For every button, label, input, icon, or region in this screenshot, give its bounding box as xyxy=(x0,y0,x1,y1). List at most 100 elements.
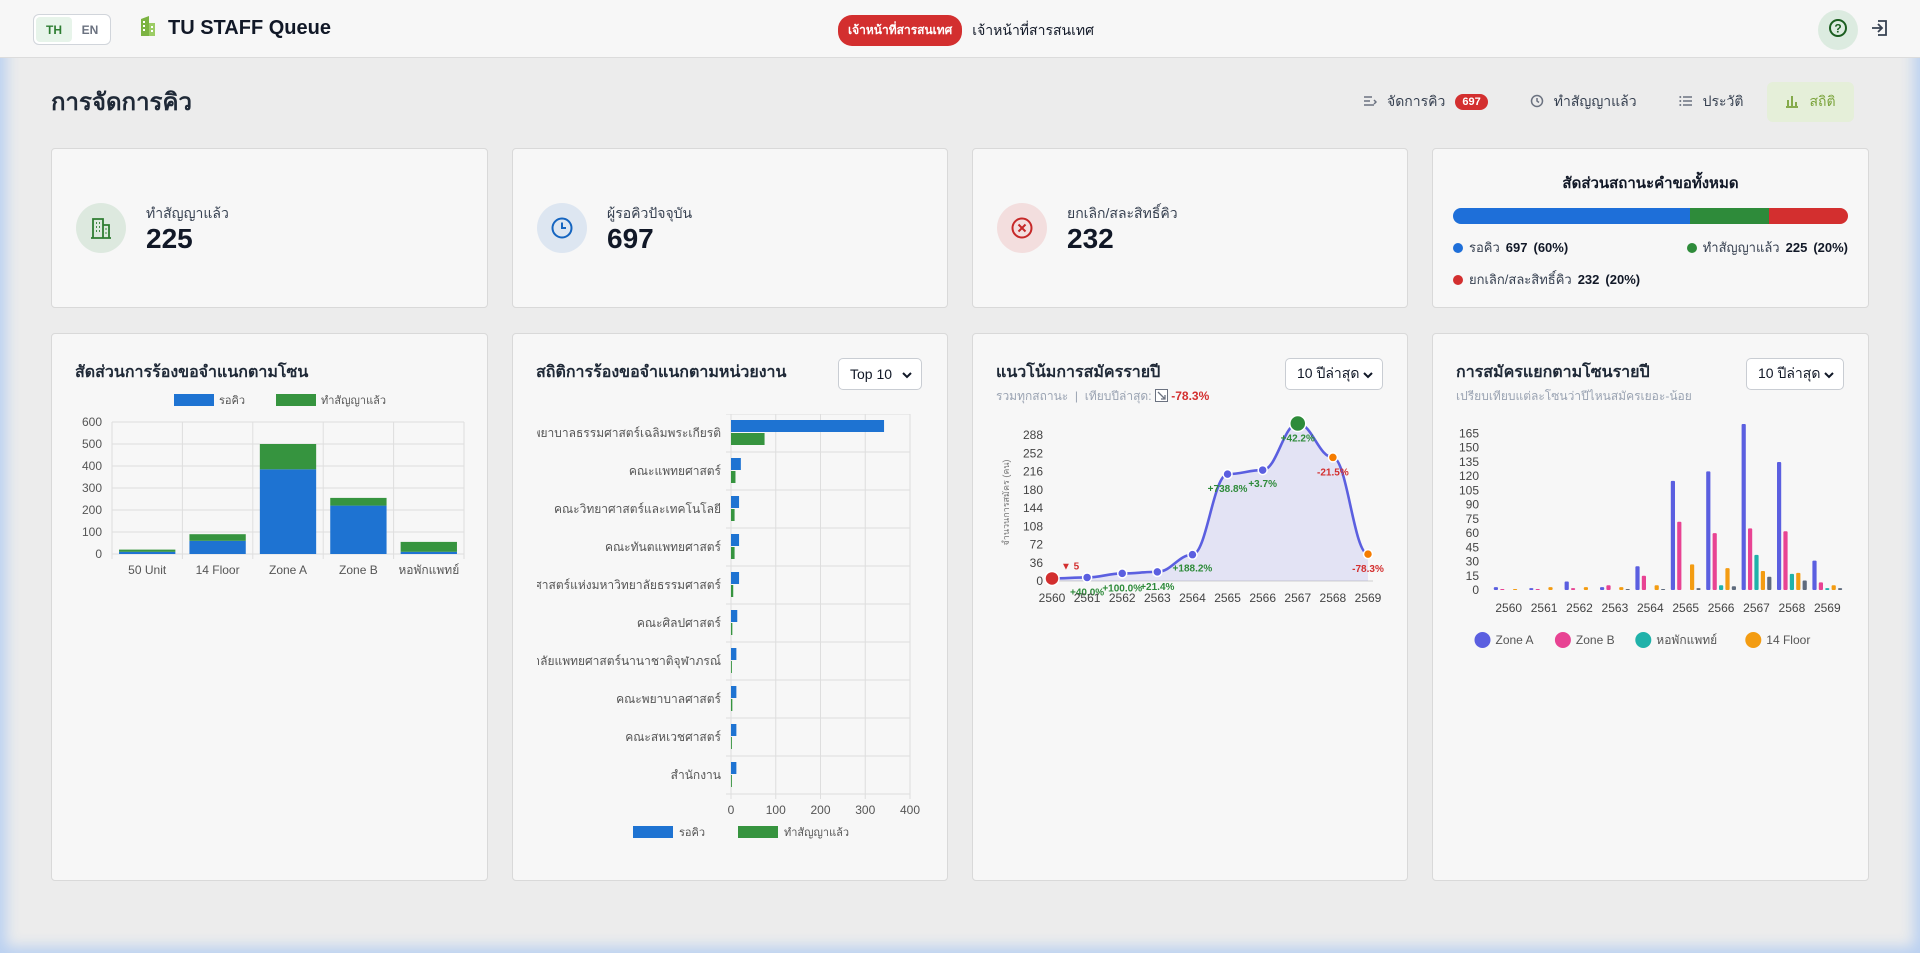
trend-range-select[interactable]: 10 ปีล่าสุด xyxy=(1285,358,1383,390)
bar xyxy=(1625,589,1630,590)
y-tick-label: คณะทันตแพทยศาสตร์ xyxy=(605,540,722,554)
bar-chart-icon xyxy=(1785,94,1799,111)
logout-button[interactable] xyxy=(1866,16,1894,44)
y-tick-label: คณะพยาบาลธรรมศาสตร์เฉลิมพระเกียรติ xyxy=(513,426,721,440)
y-tick-label: คณะวิทยาศาสตร์และเทคโนโลยี xyxy=(554,502,721,516)
bar xyxy=(1802,580,1807,590)
legend-pct: (20%) xyxy=(1813,240,1848,255)
unit-chart-card: สถิติการร้องขอจำแนกตามหน่วยงาน Top 10 0 1… xyxy=(512,333,948,881)
bar xyxy=(1741,424,1746,590)
point-annotation: +188.2% xyxy=(1173,564,1213,575)
bar xyxy=(731,610,738,622)
bar xyxy=(731,496,740,508)
bar xyxy=(1838,588,1843,590)
bar-segment xyxy=(259,469,317,554)
y-tick-label: 45 xyxy=(1466,540,1480,554)
ratio-segment xyxy=(1769,208,1848,224)
point-annotation: +100.0% xyxy=(1102,583,1142,594)
tab-contracted[interactable]: ทำสัญญาแล้ว xyxy=(1512,82,1655,122)
legend-dot xyxy=(1635,632,1652,648)
tab-label: สถิติ xyxy=(1809,93,1836,109)
role-name: เจ้าหน้าที่สารสนเทศ xyxy=(972,21,1094,38)
bar xyxy=(1661,589,1666,590)
bar xyxy=(731,458,741,470)
language-switcher: TH EN xyxy=(33,14,111,45)
chart-title: แนวโน้มการสมัครรายปี xyxy=(996,364,1161,381)
x-tick-label: 50 Unit xyxy=(128,563,167,577)
legend-swatch xyxy=(276,394,316,406)
bar-segment xyxy=(119,551,176,554)
y-tick-label: 15 xyxy=(1466,569,1480,583)
legend-swatch xyxy=(174,394,214,406)
bar xyxy=(1789,573,1794,590)
tab-history[interactable]: ประวัติ xyxy=(1661,82,1762,122)
bar xyxy=(1725,568,1730,590)
x-tick-label: 2562 xyxy=(1566,601,1593,615)
bar xyxy=(1818,582,1823,590)
x-tick-label: 2566 xyxy=(1708,601,1735,615)
tab-statistics[interactable]: สถิติ xyxy=(1767,82,1854,122)
zone-stacked-bar-chart: รอคิว ทำสัญญาแล้ว 0 100 200 300 400 500 600 50 Un… xyxy=(82,394,465,577)
lang-en-button[interactable]: EN xyxy=(81,22,99,37)
legend-label: รอคิว xyxy=(679,827,705,839)
bar xyxy=(1712,533,1717,590)
legend-swatch xyxy=(633,826,673,838)
bar xyxy=(731,648,737,660)
chevron-down-icon xyxy=(901,368,913,384)
lang-th-button[interactable]: TH xyxy=(36,17,72,42)
bar xyxy=(1529,588,1534,590)
stat-value: 697 xyxy=(607,223,654,254)
tab-manage-queue[interactable]: จัดการคิว 697 xyxy=(1345,82,1506,122)
chart-subtitle: เปรียบเทียบแต่ละโซนว่าปีไหนสมัครเยอะ-น้อ… xyxy=(1456,389,1692,403)
building-logo-icon xyxy=(138,15,158,42)
legend-dot xyxy=(1453,242,1463,253)
legend-dot xyxy=(1453,274,1463,285)
y-tick-label: 90 xyxy=(1466,498,1480,512)
status-ratio-card: สัดส่วนสถานะคำขอทั้งหมด รอคิว 697 (60%) … xyxy=(1432,148,1869,308)
x-tick-label: 2569 xyxy=(1814,601,1841,615)
subtitle-delta: -78.3% xyxy=(1171,389,1210,403)
bar xyxy=(1767,576,1772,590)
bar xyxy=(1670,480,1675,590)
legend-value: 697 xyxy=(1505,240,1528,255)
data-point xyxy=(1116,568,1128,579)
y-tick-label: 216 xyxy=(1023,465,1043,479)
y-tick-label: 30 xyxy=(1466,555,1480,569)
y-tick-label: 500 xyxy=(82,437,102,451)
stat-card-contracted: ทำสัญญาแล้ว 225 xyxy=(51,148,488,308)
point-annotation: +738.8% xyxy=(1208,484,1248,495)
y-tick-label: 60 xyxy=(1466,526,1480,540)
x-tick-label: 2567 xyxy=(1284,591,1311,605)
data-point xyxy=(1257,464,1268,476)
bar xyxy=(731,686,737,698)
bar-segment xyxy=(119,549,176,552)
point-annotation: -78.3% xyxy=(1352,564,1384,575)
stat-value: 232 xyxy=(1067,223,1114,254)
queue-list-icon xyxy=(1363,94,1378,110)
stat-card-cancelled: ยกเลิก/สละสิทธิ์คิว 232 xyxy=(972,148,1408,308)
bar xyxy=(731,509,735,521)
legend-label: ทำสัญญาแล้ว xyxy=(784,827,849,839)
zone-year-range-select[interactable]: 10 ปีล่าสุด xyxy=(1746,358,1844,390)
y-tick-label: 288 xyxy=(1023,428,1043,442)
unit-topn-select[interactable]: Top 10 xyxy=(838,358,922,390)
help-button[interactable]: ? xyxy=(1818,10,1858,50)
building-icon xyxy=(76,203,126,253)
stat-card-waiting: ผู้รอคิวปัจจุบัน 697 xyxy=(512,148,948,308)
page-title: การจัดการคิว xyxy=(51,89,192,116)
legend-label: Zone B xyxy=(1576,633,1615,647)
y-tick-label: คณะแพทยศาสตร์ xyxy=(629,464,722,478)
queue-count-badge: 697 xyxy=(1455,94,1488,110)
x-tick-label: Zone B xyxy=(339,563,378,577)
y-tick-label: 72 xyxy=(1030,538,1044,552)
zone-year-chart-card: การสมัครแยกตามโซนรายปี เปรียบเทียบแต่ละโ… xyxy=(1432,333,1869,881)
x-tick-label: 2564 xyxy=(1179,591,1206,605)
help-icon: ? xyxy=(1828,18,1848,43)
bar xyxy=(1748,528,1753,590)
bar xyxy=(1571,588,1576,590)
chevron-down-icon xyxy=(1362,368,1374,384)
bar-segment xyxy=(400,541,457,552)
brand[interactable]: TU STAFF Queue xyxy=(138,15,331,42)
